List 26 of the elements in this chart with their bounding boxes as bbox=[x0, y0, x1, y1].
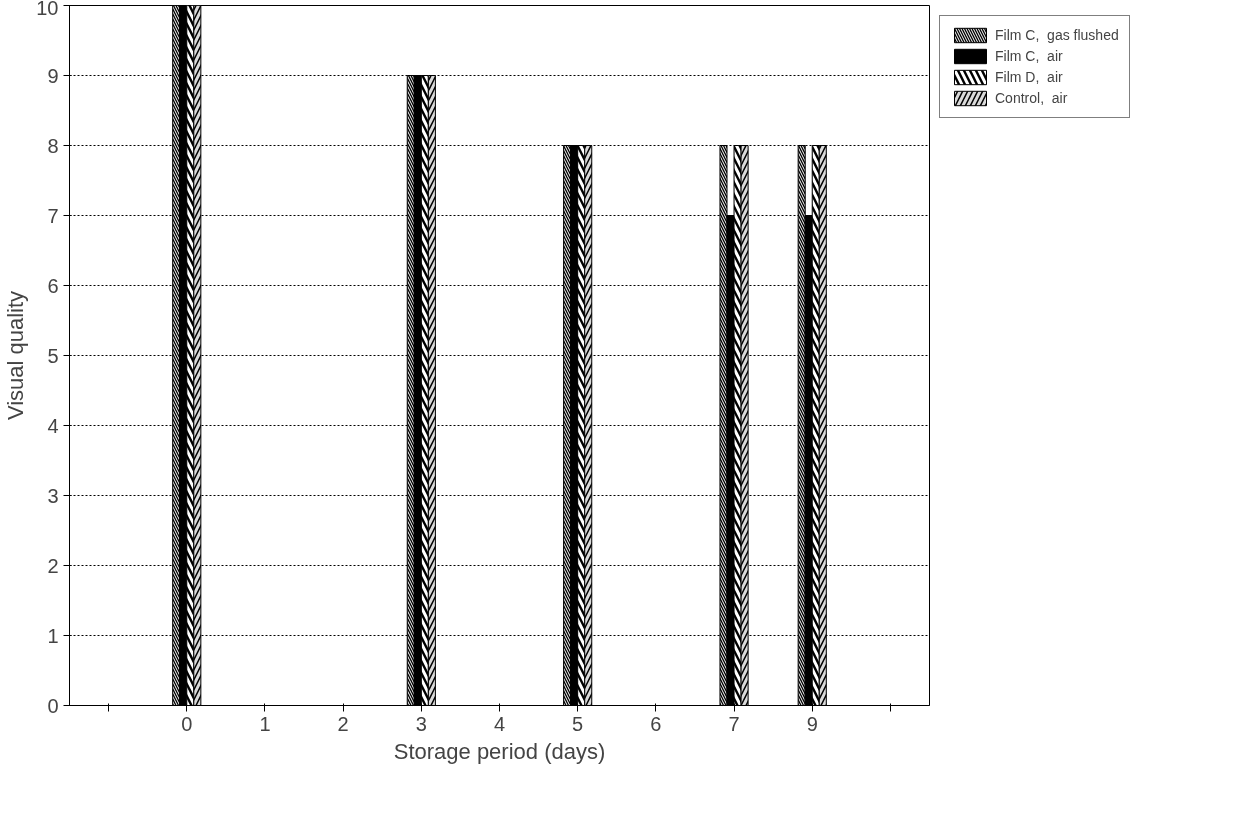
x-tick-label: 9 bbox=[806, 712, 818, 735]
y-tick-label: 5 bbox=[47, 344, 59, 367]
legend-label: Control, air bbox=[995, 90, 1068, 106]
y-tick-label: 3 bbox=[47, 484, 59, 507]
y-tick-label: 1 bbox=[47, 624, 59, 647]
x-tick-label: 5 bbox=[572, 712, 584, 735]
y-tick-label: 2 bbox=[47, 554, 59, 577]
x-tick-label: 2 bbox=[337, 712, 349, 735]
y-tick-label: 6 bbox=[47, 274, 59, 297]
y-tick-label: 4 bbox=[47, 414, 59, 437]
y-axis-title: Visual quality bbox=[3, 290, 29, 421]
y-tick-label: 8 bbox=[47, 134, 59, 157]
y-tick-label: 0 bbox=[47, 694, 59, 717]
legend-label: Film C, air bbox=[995, 48, 1063, 64]
x-axis-title: Storage period (days) bbox=[393, 738, 606, 764]
x-tick-label: 1 bbox=[259, 712, 271, 735]
y-tick-label: 9 bbox=[47, 64, 59, 87]
x-tick-label: 3 bbox=[415, 712, 427, 735]
x-tick-label: 7 bbox=[728, 712, 740, 735]
legend-label: Film C, gas flushed bbox=[995, 27, 1119, 43]
y-tick-label: 7 bbox=[47, 204, 59, 227]
x-tick-label: 4 bbox=[493, 712, 506, 735]
y-tick-label: 10 bbox=[36, 0, 59, 19]
x-tick-label: 0 bbox=[181, 712, 193, 735]
x-tick-label: 6 bbox=[650, 712, 662, 735]
legend-label: Film D, air bbox=[995, 69, 1063, 85]
